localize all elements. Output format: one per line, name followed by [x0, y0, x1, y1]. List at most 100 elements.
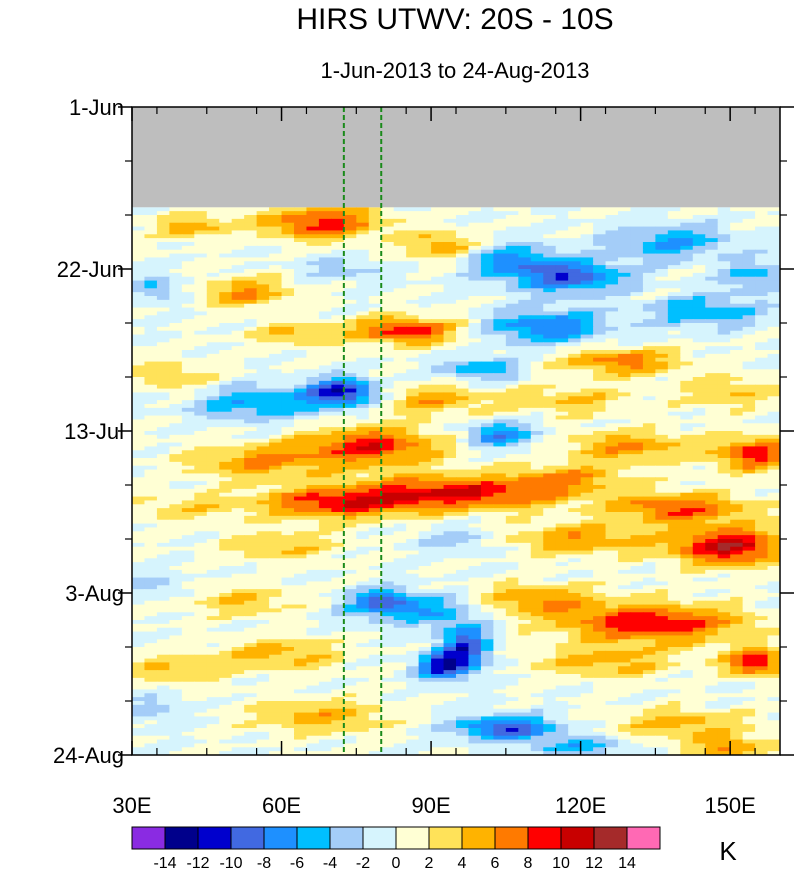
anomaly-cell [443, 211, 457, 216]
anomaly-cell [368, 496, 382, 502]
anomaly-cell [431, 496, 445, 502]
anomaly-cell [231, 546, 245, 552]
anomaly-cell [169, 438, 183, 444]
anomaly-cell [705, 515, 719, 521]
anomaly-cell [717, 546, 731, 552]
anomaly-cell [156, 238, 170, 243]
anomaly-cell [219, 288, 233, 293]
anomaly-cell [244, 485, 258, 490]
anomaly-cell [642, 361, 656, 367]
anomaly-cell [256, 257, 270, 262]
anomaly-cell [518, 434, 532, 440]
anomaly-cell [468, 523, 482, 529]
anomaly-cell [231, 315, 245, 320]
anomaly-cell [717, 257, 731, 262]
anomaly-cell [680, 265, 694, 270]
anomaly-cell [194, 450, 208, 455]
anomaly-cell [393, 434, 407, 440]
anomaly-cell [580, 280, 594, 286]
anomaly-cell [580, 431, 594, 436]
anomaly-cell [343, 481, 357, 486]
anomaly-cell [206, 396, 220, 401]
anomaly-cell [518, 450, 532, 455]
anomaly-cell [742, 508, 756, 513]
anomaly-cell [655, 423, 669, 428]
anomaly-cell [219, 481, 233, 486]
anomaly-cell [406, 373, 420, 378]
anomaly-cell [518, 458, 532, 463]
anomaly-cell [468, 515, 482, 521]
anomaly-cell [705, 512, 719, 517]
anomaly-cell [605, 257, 619, 262]
anomaly-cell [755, 315, 769, 320]
anomaly-cell [742, 357, 756, 363]
anomaly-cell [630, 303, 644, 309]
anomaly-cell [742, 400, 756, 405]
anomaly-cell [530, 542, 544, 548]
anomaly-cell [505, 500, 519, 505]
anomaly-cell [630, 446, 644, 451]
anomaly-cell [543, 523, 557, 529]
anomaly-cell [468, 400, 482, 405]
anomaly-cell [593, 481, 607, 486]
anomaly-cell [618, 245, 632, 251]
anomaly-cell [593, 369, 607, 374]
anomaly-cell [256, 446, 270, 451]
anomaly-cell [256, 296, 270, 301]
anomaly-cell [655, 211, 669, 216]
anomaly-cell [418, 427, 432, 432]
anomaly-cell [543, 496, 557, 502]
anomaly-cell [194, 527, 208, 532]
anomaly-cell [132, 373, 146, 378]
anomaly-cell [331, 342, 345, 347]
anomaly-cell [256, 207, 270, 212]
anomaly-cell [717, 396, 731, 401]
anomaly-cell [269, 419, 283, 424]
anomaly-cell [206, 384, 220, 390]
anomaly-cell [294, 496, 308, 502]
anomaly-cell [181, 249, 195, 255]
anomaly-cell [406, 481, 420, 486]
anomaly-cell [294, 542, 308, 548]
anomaly-cell [231, 477, 245, 482]
anomaly-cell [618, 261, 632, 266]
anomaly-cell [605, 438, 619, 444]
anomaly-cell [393, 311, 407, 316]
anomaly-cell [343, 215, 357, 220]
anomaly-cell [705, 573, 719, 579]
anomaly-cell [206, 419, 220, 424]
anomaly-cell [244, 396, 258, 401]
anomaly-cell [580, 234, 594, 239]
anomaly-cell [281, 257, 295, 262]
anomaly-cell [443, 558, 457, 563]
anomaly-cell [256, 330, 270, 336]
anomaly-cell [318, 296, 332, 301]
anomaly-cell [593, 334, 607, 340]
anomaly-cell [219, 519, 233, 525]
anomaly-cell [206, 342, 220, 347]
anomaly-cell [717, 442, 731, 448]
anomaly-cell [443, 446, 457, 451]
anomaly-cell [717, 434, 731, 440]
anomaly-cell [468, 218, 482, 224]
anomaly-cell [680, 512, 694, 517]
anomaly-cell [680, 446, 694, 451]
anomaly-cell [555, 342, 569, 347]
anomaly-cell [456, 569, 470, 575]
anomaly-cell [468, 566, 482, 571]
anomaly-cell [717, 307, 731, 313]
anomaly-cell [194, 512, 208, 517]
anomaly-cell [543, 319, 557, 324]
anomaly-cell [530, 546, 544, 552]
anomaly-cell [181, 315, 195, 320]
anomaly-cell [568, 450, 582, 455]
anomaly-cell [456, 245, 470, 251]
anomaly-cell [443, 299, 457, 305]
anomaly-cell [318, 458, 332, 463]
anomaly-cell [181, 465, 195, 471]
anomaly-cell [343, 380, 357, 386]
anomaly-cell [468, 276, 482, 282]
anomaly-cell [281, 311, 295, 316]
anomaly-cell [530, 211, 544, 216]
anomaly-cell [294, 492, 308, 498]
